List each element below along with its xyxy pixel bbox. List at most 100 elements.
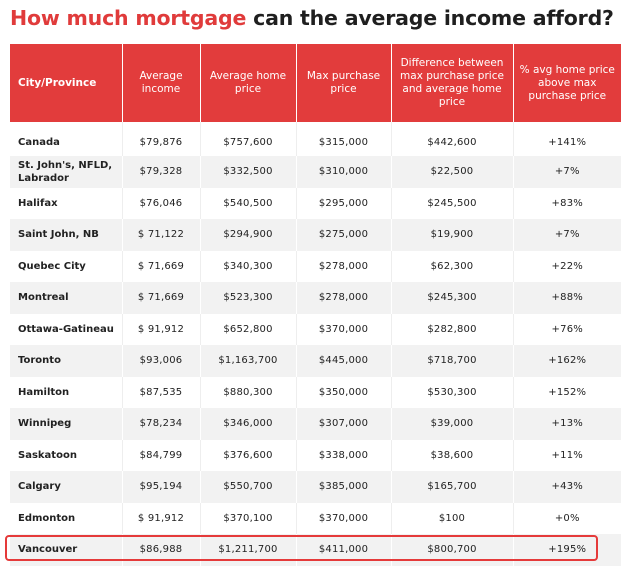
- cell-percent-above: +43%: [513, 471, 621, 503]
- cell-average-home-price: $376,600: [200, 439, 297, 471]
- cell-average-home-price: $332,500: [200, 156, 297, 188]
- cell-max-purchase-price: $370,000: [296, 502, 392, 534]
- cell-city: Saskatoon: [10, 439, 123, 471]
- cell-difference: $100: [391, 502, 514, 534]
- cell-max-purchase-price: $278,000: [296, 282, 392, 314]
- header-percent-above: % avg home price above max purchase pric…: [513, 44, 621, 122]
- cell-city: Hamilton: [10, 376, 123, 408]
- table-row: Quebec City $ 71,669 $340,300 $278,000 $62,3…: [10, 250, 621, 282]
- cell-average-income: $ 91,912: [122, 313, 201, 345]
- cell-percent-above: +11%: [513, 439, 621, 471]
- cell-percent-above: +76%: [513, 313, 621, 345]
- header-difference: Difference between max purchase price an…: [391, 44, 514, 122]
- cell-average-home-price: $757,600: [200, 122, 297, 156]
- cell-max-purchase-price: $295,000: [296, 187, 392, 219]
- cell-max-purchase-price: $315,000: [296, 122, 392, 156]
- cell-percent-above: +195%: [513, 534, 621, 566]
- table-header-row: City/Province Average income Average hom…: [10, 44, 621, 122]
- cell-percent-above: +0%: [513, 502, 621, 534]
- cell-city: Canada: [10, 122, 123, 156]
- cell-average-income: $76,046: [122, 187, 201, 219]
- cell-average-income: $ 71,122: [122, 219, 201, 251]
- title-rest: can the average income afford?: [246, 6, 614, 30]
- cell-city: Edmonton: [10, 502, 123, 534]
- table-body: Canada $79,876 $757,600 $315,000 $442,600 +14…: [10, 122, 621, 566]
- cell-percent-above: +7%: [513, 156, 621, 188]
- header-average-home-price: Average home price: [200, 44, 297, 122]
- table-row: Saskatoon $84,799 $376,600 $338,000 $38,600 +…: [10, 439, 621, 471]
- cell-max-purchase-price: $350,000: [296, 376, 392, 408]
- cell-percent-above: +88%: [513, 282, 621, 314]
- cell-difference: $39,000: [391, 408, 514, 440]
- cell-city: Montreal: [10, 282, 123, 314]
- cell-city: Halifax: [10, 187, 123, 219]
- table-row: Edmonton $ 91,912 $370,100 $370,000 $100 +0%: [10, 502, 621, 534]
- cell-average-income: $79,876: [122, 122, 201, 156]
- cell-average-home-price: $294,900: [200, 219, 297, 251]
- cell-difference: $22,500: [391, 156, 514, 188]
- cell-percent-above: +83%: [513, 187, 621, 219]
- cell-average-home-price: $1,211,700: [200, 534, 297, 566]
- cell-percent-above: +141%: [513, 122, 621, 156]
- cell-max-purchase-price: $275,000: [296, 219, 392, 251]
- cell-max-purchase-price: $445,000: [296, 345, 392, 377]
- cell-city: Vancouver: [10, 534, 123, 566]
- cell-max-purchase-price: $370,000: [296, 313, 392, 345]
- cell-average-home-price: $370,100: [200, 502, 297, 534]
- table-row: Vancouver $86,988 $1,211,700 $411,000 $800,7…: [10, 534, 621, 566]
- cell-average-home-price: $340,300: [200, 250, 297, 282]
- cell-average-income: $79,328: [122, 156, 201, 188]
- cell-average-home-price: $346,000: [200, 408, 297, 440]
- cell-percent-above: +152%: [513, 376, 621, 408]
- cell-city: Toronto: [10, 345, 123, 377]
- cell-average-income: $87,535: [122, 376, 201, 408]
- cell-percent-above: +162%: [513, 345, 621, 377]
- cell-average-home-price: $540,500: [200, 187, 297, 219]
- header-max-purchase-price: Max purchase price: [296, 44, 392, 122]
- cell-city: Quebec City: [10, 250, 123, 282]
- cell-average-income: $ 91,912: [122, 502, 201, 534]
- cell-average-home-price: $1,163,700: [200, 345, 297, 377]
- cell-difference: $530,300: [391, 376, 514, 408]
- cell-percent-above: +22%: [513, 250, 621, 282]
- cell-average-income: $93,006: [122, 345, 201, 377]
- cell-difference: $282,800: [391, 313, 514, 345]
- cell-max-purchase-price: $411,000: [296, 534, 392, 566]
- cell-max-purchase-price: $310,000: [296, 156, 392, 188]
- table-row: Ottawa-Gatineau $ 91,912 $652,800 $370,000 $…: [10, 313, 621, 345]
- cell-difference: $800,700: [391, 534, 514, 566]
- table-row: Hamilton $87,535 $880,300 $350,000 $530,300 +…: [10, 376, 621, 408]
- cell-percent-above: +7%: [513, 219, 621, 251]
- cell-difference: $718,700: [391, 345, 514, 377]
- cell-difference: $38,600: [391, 439, 514, 471]
- cell-max-purchase-price: $338,000: [296, 439, 392, 471]
- cell-max-purchase-price: $307,000: [296, 408, 392, 440]
- cell-average-income: $ 71,669: [122, 282, 201, 314]
- cell-average-home-price: $550,700: [200, 471, 297, 503]
- table-row: Calgary $95,194 $550,700 $385,000 $165,700 +4…: [10, 471, 621, 503]
- cell-city: Ottawa-Gatineau: [10, 313, 123, 345]
- cell-difference: $19,900: [391, 219, 514, 251]
- cell-average-income: $84,799: [122, 439, 201, 471]
- cell-average-home-price: $880,300: [200, 376, 297, 408]
- cell-percent-above: +13%: [513, 408, 621, 440]
- cell-average-income: $78,234: [122, 408, 201, 440]
- header-city: City/Province: [10, 44, 123, 122]
- cell-city: Calgary: [10, 471, 123, 503]
- table-row: Montreal $ 71,669 $523,300 $278,000 $245,300…: [10, 282, 621, 314]
- cell-average-income: $86,988: [122, 534, 201, 566]
- cell-city: Winnipeg: [10, 408, 123, 440]
- table-row: Saint John, NB $ 71,122 $294,900 $275,000 $1…: [10, 219, 621, 251]
- cell-average-home-price: $652,800: [200, 313, 297, 345]
- mortgage-table: City/Province Average income Average hom…: [10, 44, 621, 566]
- cell-average-home-price: $523,300: [200, 282, 297, 314]
- header-average-income: Average income: [122, 44, 201, 122]
- cell-max-purchase-price: $385,000: [296, 471, 392, 503]
- table-row: Winnipeg $78,234 $346,000 $307,000 $39,000 +1…: [10, 408, 621, 440]
- table-row: Toronto $93,006 $1,163,700 $445,000 $718,700…: [10, 345, 621, 377]
- table-row: St. John's, NFLD, Labrador $79,328 $332,50…: [10, 156, 621, 188]
- table-row: Halifax $76,046 $540,500 $295,000 $245,500 +8…: [10, 187, 621, 219]
- cell-difference: $245,500: [391, 187, 514, 219]
- page-title: How much mortgage can the average income…: [10, 4, 625, 32]
- cell-average-income: $ 71,669: [122, 250, 201, 282]
